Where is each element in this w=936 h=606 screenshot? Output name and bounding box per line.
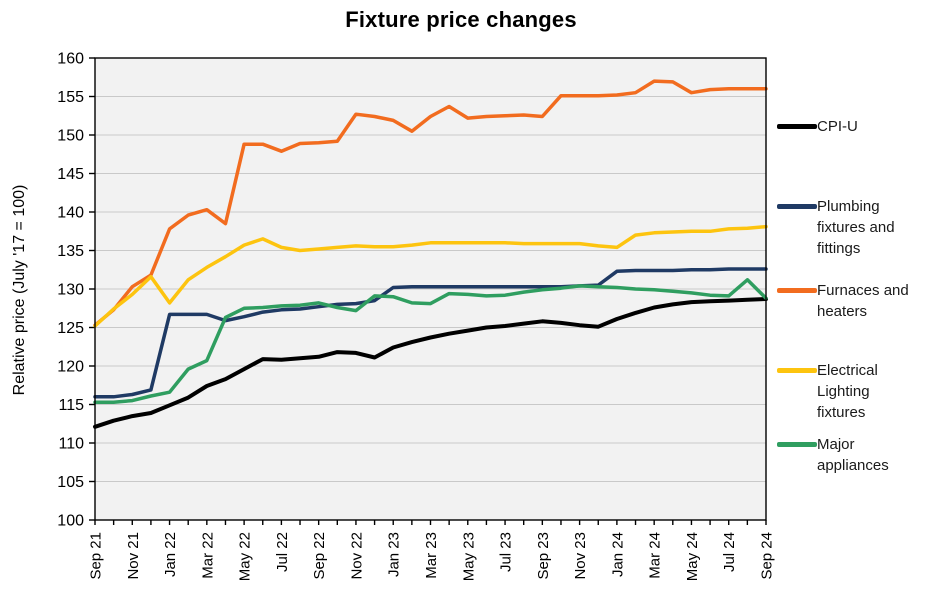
legend-label: Electrical Lighting fixtures	[817, 362, 878, 421]
legend-item-major-appliances: Major appliances	[777, 434, 889, 476]
x-tick-label: Jan 24	[609, 532, 626, 577]
x-tick-label: Mar 23	[423, 532, 440, 579]
y-tick-label: 110	[58, 436, 84, 453]
x-tick-label: Sep 24	[759, 532, 776, 580]
x-tick-label: Jul 24	[721, 532, 738, 572]
chart-title: Fixture price changes	[345, 7, 577, 32]
y-axis-title: Relative price (July '17 = 100)	[11, 184, 28, 396]
y-tick-label: 160	[57, 51, 84, 68]
legend-label: Plumbing fixtures and fittings	[817, 198, 895, 257]
legend-item-cpi-u: CPI-U	[777, 116, 858, 137]
x-tick-label: Nov 21	[125, 532, 142, 580]
x-tick-label: Nov 23	[572, 532, 589, 580]
y-tick-label: 135	[57, 243, 84, 260]
y-tick-label: 105	[57, 474, 84, 491]
x-tick-label: Jan 22	[162, 532, 179, 577]
series-line-plumbing-fixtures-and-fittings	[93, 267, 768, 399]
legend-line-swatch	[777, 124, 817, 129]
x-tick-label: Sep 22	[311, 532, 328, 580]
plot-border	[94, 57, 767, 521]
series-line-cpi-u	[93, 297, 768, 429]
y-tick-label: 100	[57, 513, 84, 530]
legend-label: Furnaces and heaters	[817, 282, 909, 320]
y-tick-label: 140	[57, 205, 84, 222]
x-tick-label: Jul 22	[274, 532, 291, 572]
x-tick-label: Jul 23	[498, 532, 515, 572]
y-tick-label: 120	[57, 359, 84, 376]
x-tick-label: Mar 24	[647, 532, 664, 579]
legend-item-electrical-lighting-fixtures: Electrical Lighting fixtures	[777, 360, 878, 423]
series-line-furnaces-and-heaters	[93, 79, 768, 327]
legend-label: Major appliances	[817, 436, 889, 474]
legend-line-swatch	[777, 442, 817, 447]
x-tick-label: Jan 23	[386, 532, 403, 577]
x-tick-label: May 22	[237, 532, 254, 581]
x-tick-label: Sep 23	[535, 532, 552, 580]
x-tick-label: May 24	[684, 532, 701, 581]
legend-label: CPI-U	[817, 118, 858, 135]
series-line-electrical-lighting-fixtures	[93, 224, 768, 328]
series-line-major-appliances	[93, 278, 768, 404]
legend-line-swatch	[777, 204, 817, 209]
x-tick-label: Mar 22	[199, 532, 216, 579]
y-tick-label: 125	[57, 320, 84, 337]
legend-line-swatch	[777, 288, 817, 293]
y-tick-label: 145	[57, 166, 84, 183]
y-tick-label: 130	[57, 282, 84, 299]
legend-item-furnaces-and-heaters: Furnaces and heaters	[777, 280, 909, 322]
x-tick-label: May 23	[460, 532, 477, 581]
legend-line-swatch	[777, 368, 817, 373]
legend-item-plumbing-fixtures-and-fittings: Plumbing fixtures and fittings	[777, 196, 895, 259]
x-tick-label: Nov 22	[348, 532, 365, 580]
y-tick-label: 150	[57, 128, 84, 145]
y-tick-label: 155	[57, 89, 84, 106]
x-tick-label: Sep 21	[88, 532, 105, 580]
y-tick-label: 115	[58, 397, 84, 414]
